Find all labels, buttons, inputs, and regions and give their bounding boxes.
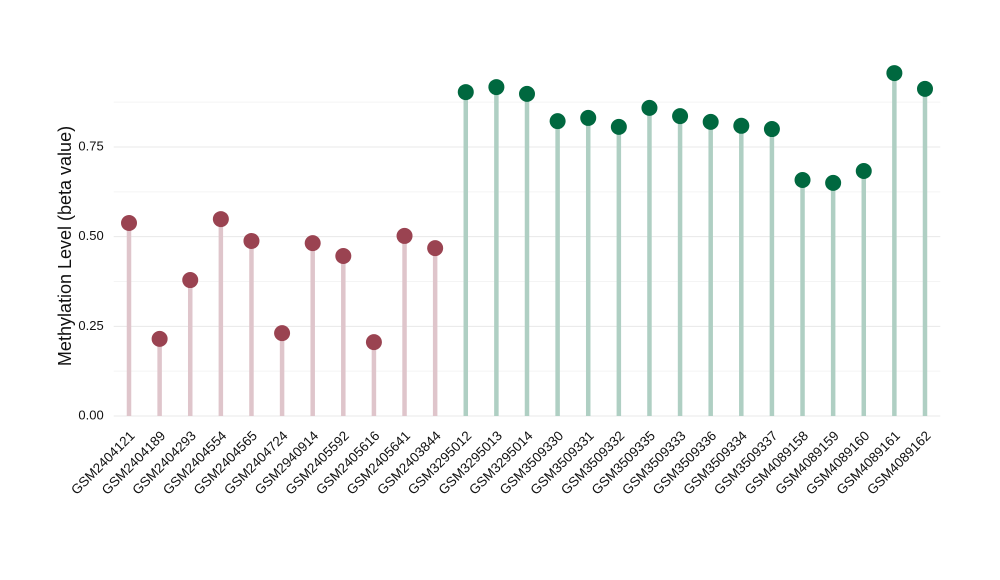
y-tick-label: 0.25 <box>78 318 103 333</box>
dot <box>794 171 811 188</box>
y-axis-label: Methylation Level (beta value) <box>55 126 75 366</box>
dot <box>825 174 842 191</box>
y-tick-label: 0.50 <box>78 228 103 243</box>
dot <box>396 227 413 244</box>
dot <box>733 117 750 134</box>
dot <box>427 240 444 257</box>
dot <box>763 121 780 138</box>
dot <box>580 109 597 126</box>
dot <box>641 99 658 116</box>
dot <box>304 235 321 252</box>
dot <box>274 325 291 342</box>
dot <box>519 85 535 102</box>
dot <box>549 113 566 130</box>
dot <box>610 118 627 135</box>
dot <box>672 108 689 125</box>
y-tick-label: 0.00 <box>78 407 103 422</box>
dot <box>702 113 719 130</box>
dot <box>488 79 505 96</box>
dot <box>212 211 229 228</box>
dot <box>886 65 903 82</box>
dot <box>182 272 199 289</box>
dot <box>916 80 933 97</box>
dot <box>855 163 872 180</box>
dot <box>457 84 474 101</box>
dot <box>243 232 260 249</box>
dot <box>121 215 138 232</box>
dot <box>365 334 382 351</box>
y-tick-label: 0.75 <box>78 138 103 153</box>
dot <box>335 248 352 265</box>
dot <box>151 330 168 347</box>
